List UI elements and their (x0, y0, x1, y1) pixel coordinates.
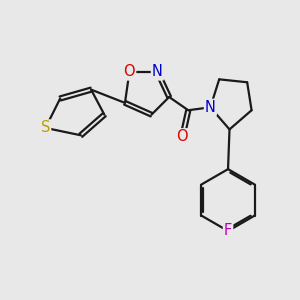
Text: O: O (177, 129, 188, 144)
Text: N: N (152, 64, 163, 80)
Text: S: S (41, 120, 50, 135)
Text: N: N (205, 100, 216, 115)
Text: O: O (124, 64, 135, 80)
Text: F: F (224, 224, 232, 238)
